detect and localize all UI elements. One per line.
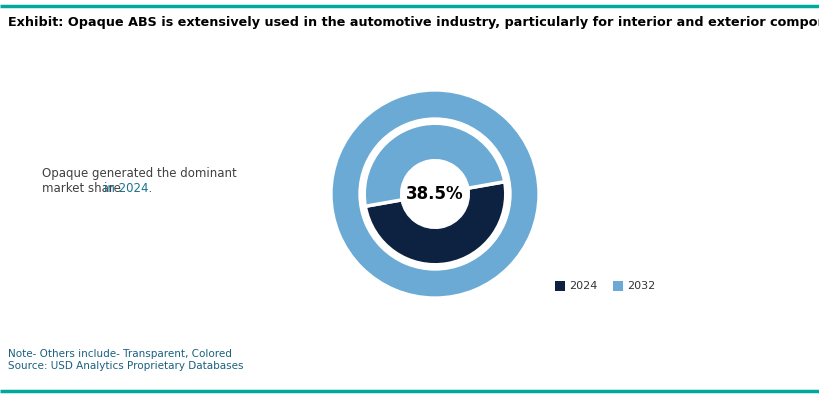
Text: 38.5%: 38.5% <box>405 185 464 203</box>
Text: Exhibit: Opaque ABS is extensively used in the automotive industry, particularly: Exhibit: Opaque ABS is extensively used … <box>8 16 819 29</box>
Text: Opaque generated the dominant: Opaque generated the dominant <box>42 168 237 180</box>
Bar <box>613 281 622 291</box>
Wedge shape <box>331 90 538 298</box>
Text: Note- Others include- Transparent, Colored
Source: USD Analytics Proprietary Dat: Note- Others include- Transparent, Color… <box>8 349 243 371</box>
Bar <box>554 281 564 291</box>
Text: 2032: 2032 <box>627 281 654 291</box>
Wedge shape <box>364 182 505 265</box>
Wedge shape <box>364 123 504 206</box>
Text: market share: market share <box>42 182 124 196</box>
Circle shape <box>401 161 468 227</box>
Text: 2024: 2024 <box>568 281 597 291</box>
Text: in 2024.: in 2024. <box>104 182 152 196</box>
